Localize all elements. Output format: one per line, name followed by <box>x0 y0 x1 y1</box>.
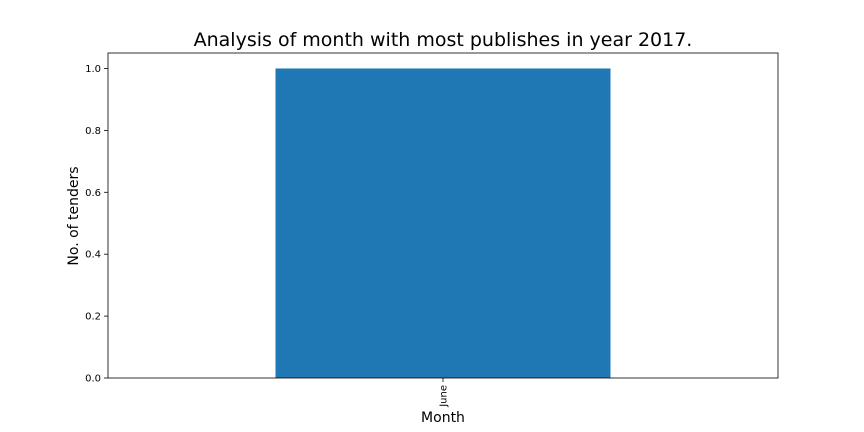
y-tick-label: 0.8 <box>85 126 101 137</box>
chart-title: Analysis of month with most publishes in… <box>194 29 693 51</box>
bar-june <box>275 68 611 378</box>
y-tick-label: 1.0 <box>85 64 101 75</box>
x-tick-label: June <box>439 385 450 408</box>
y-tick-label: 0.0 <box>85 374 101 385</box>
plot-area: 0.0 0.2 0.4 0.6 0.8 1.0 June <box>85 52 779 408</box>
y-tick-label: 0.6 <box>85 188 101 199</box>
x-axis-label: Month <box>421 410 465 426</box>
y-axis-label: No. of tenders <box>66 166 82 265</box>
y-tick-label: 0.4 <box>85 250 101 261</box>
y-tick-label: 0.2 <box>85 312 101 323</box>
